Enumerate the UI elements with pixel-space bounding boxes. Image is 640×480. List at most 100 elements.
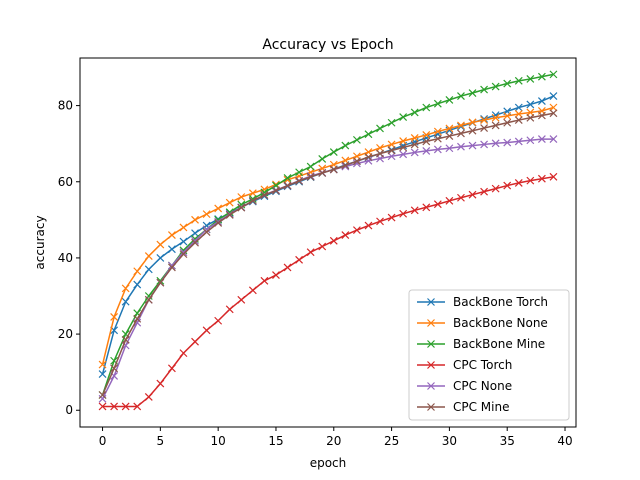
- data-point: [225, 208, 234, 217]
- y-axis-ticks: 0 20 40 60 80: [58, 99, 80, 417]
- data-point: [167, 245, 176, 254]
- legend-label: BackBone Torch: [453, 295, 548, 309]
- x-tick-label: 40: [557, 434, 572, 448]
- data-point: [514, 137, 523, 146]
- data-point: [433, 134, 442, 143]
- data-point: [167, 364, 176, 373]
- data-point: [191, 238, 199, 247]
- data-point: [387, 146, 396, 155]
- series-cpc-mine: [98, 109, 558, 399]
- data-point: [376, 217, 384, 226]
- data-point: [179, 250, 188, 259]
- data-point: [144, 252, 153, 260]
- data-point: [376, 149, 384, 158]
- data-point: [399, 150, 408, 159]
- data-point: [364, 153, 373, 161]
- data-point: [202, 225, 211, 234]
- data-point: [144, 295, 153, 304]
- legend-label: CPC Mine: [453, 400, 509, 414]
- data-point: [237, 193, 246, 201]
- data-point: [514, 178, 523, 187]
- data-point: [537, 174, 546, 183]
- data-point: [376, 124, 384, 133]
- data-point: [537, 72, 546, 81]
- data-point: [537, 111, 546, 120]
- data-point: [202, 326, 211, 335]
- data-point: [364, 221, 373, 230]
- data-point: [480, 187, 489, 196]
- data-point: [167, 231, 176, 239]
- data-point: [225, 198, 234, 207]
- data-point: [179, 248, 188, 257]
- y-tick-label: 80: [58, 99, 73, 113]
- data-point: [445, 95, 454, 104]
- data-point: [214, 218, 223, 227]
- data-point: [457, 129, 465, 138]
- data-point: [433, 200, 442, 209]
- data-point: [526, 75, 535, 83]
- data-point: [410, 206, 419, 215]
- data-point: [144, 292, 153, 300]
- data-point: [410, 134, 419, 142]
- x-tick-label: 25: [384, 434, 399, 448]
- data-point: [110, 402, 119, 411]
- data-point: [98, 391, 107, 399]
- legend-swatch-marker: [427, 403, 435, 411]
- data-point: [306, 248, 315, 257]
- legend-label: BackBone Mine: [453, 337, 545, 351]
- data-point: [110, 364, 119, 373]
- data-point: [549, 172, 558, 181]
- data-point: [133, 267, 142, 276]
- data-point: [341, 141, 350, 150]
- data-point: [387, 152, 396, 161]
- data-point: [133, 280, 142, 289]
- data-point: [399, 113, 408, 121]
- data-point: [491, 113, 500, 122]
- data-point: [144, 392, 153, 401]
- legend-swatch-marker: [427, 298, 435, 306]
- data-point: [306, 162, 315, 171]
- data-point: [422, 130, 431, 139]
- data-point: [295, 168, 304, 177]
- data-point: [202, 228, 211, 236]
- series-cpc-torch: [98, 172, 558, 411]
- data-point: [422, 137, 431, 146]
- data-point: [225, 210, 234, 219]
- data-point: [387, 140, 396, 149]
- data-point: [526, 113, 535, 122]
- legend-entry: CPC None: [417, 379, 512, 393]
- data-point: [445, 144, 454, 153]
- x-tick-label: 35: [500, 434, 515, 448]
- legend-entry: BackBone Mine: [417, 337, 545, 351]
- data-point: [272, 271, 280, 279]
- data-point: [503, 138, 512, 147]
- data-point: [457, 92, 465, 101]
- data-point: [480, 85, 489, 94]
- data-point: [549, 70, 558, 79]
- x-tick-label: 10: [211, 434, 226, 448]
- data-point: [341, 231, 350, 239]
- data-point: [98, 370, 107, 378]
- data-point: [526, 176, 535, 185]
- legend-label: CPC None: [453, 379, 512, 393]
- data-point: [399, 209, 408, 218]
- data-point: [422, 103, 431, 112]
- data-point: [318, 242, 327, 251]
- data-point: [549, 103, 558, 112]
- data-point: [480, 124, 489, 132]
- legend: BackBone Torch BackBone None BackBone Mine…: [408, 289, 570, 421]
- data-point: [272, 186, 280, 195]
- data-point: [364, 130, 373, 139]
- data-point: [549, 135, 558, 144]
- data-point: [468, 141, 477, 150]
- data-point: [457, 142, 465, 151]
- data-point: [156, 253, 165, 262]
- data-point: [445, 132, 454, 140]
- data-point: [457, 121, 465, 130]
- data-point: [191, 236, 199, 245]
- data-point: [422, 203, 431, 212]
- data-point: [422, 146, 431, 155]
- x-tick-label: 30: [442, 434, 457, 448]
- data-point: [248, 194, 257, 203]
- data-point: [468, 190, 477, 199]
